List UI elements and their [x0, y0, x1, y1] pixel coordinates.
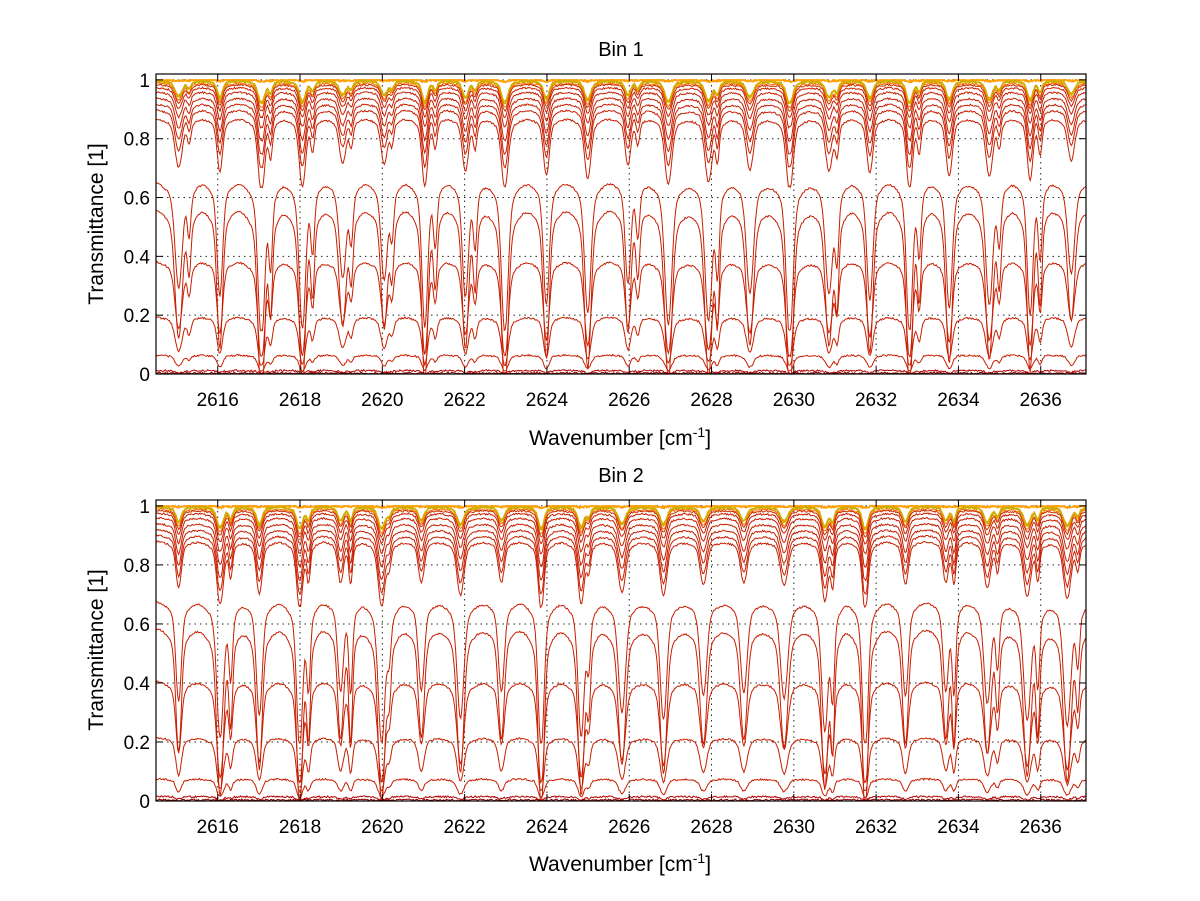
y-tick-label: 0 — [139, 792, 150, 813]
series-line — [155, 505, 1087, 531]
x-tick-label: 2628 — [690, 817, 732, 838]
y-tick-label: 0.2 — [124, 306, 150, 327]
x-tick-label: 2628 — [690, 390, 732, 411]
series-line — [155, 83, 1087, 113]
x-tick-label: 2636 — [1020, 390, 1062, 411]
y-axis-label: Transmittance [1] — [85, 569, 108, 730]
y-tick-label: 1 — [139, 71, 150, 92]
axes-frame — [155, 499, 1087, 802]
series-line — [155, 86, 1087, 119]
series-line — [155, 540, 1087, 609]
series-line — [155, 118, 1087, 189]
x-tick-label: 2622 — [443, 390, 485, 411]
series-line — [155, 182, 1087, 332]
y-tick-label: 0.8 — [124, 130, 150, 151]
x-ticks: 2616 2618 2620 2622 2624 2626 2628 2630 2632 2634… — [197, 74, 1062, 411]
series-line — [155, 260, 1087, 358]
x-tick-label: 2616 — [197, 817, 239, 838]
x-tick-label: 2622 — [443, 817, 485, 838]
panel-bin-1: Bin 1 2616 2618 2620 2622 2624 2626 2628 2630 26… — [85, 39, 1087, 450]
series-line — [155, 628, 1087, 802]
y-tick-label: 0.8 — [124, 556, 150, 577]
y-ticks: 0 0.2 0.4 0.6 0.8 1 — [124, 497, 1086, 813]
series-line — [155, 522, 1087, 568]
axes-frame — [155, 73, 1087, 375]
x-tick-label: 2634 — [937, 817, 980, 838]
series-line — [155, 353, 1087, 373]
x-tick-label: 2624 — [526, 390, 569, 411]
x-tick-label: 2618 — [279, 390, 321, 411]
chart-title: Bin 2 — [598, 465, 644, 487]
x-tick-label: 2624 — [526, 817, 569, 838]
x-tick-label: 2616 — [197, 390, 239, 411]
series-line — [155, 528, 1087, 582]
series-group — [155, 504, 1087, 802]
series-group — [155, 78, 1087, 375]
series-line — [155, 680, 1087, 784]
series-line — [155, 316, 1087, 367]
x-tick-label: 2632 — [855, 817, 897, 838]
y-tick-label: 0 — [139, 365, 150, 386]
series-line — [155, 512, 1087, 545]
x-tick-label: 2618 — [279, 817, 321, 838]
series-line — [155, 103, 1087, 156]
series-line — [155, 209, 1087, 375]
x-tick-label: 2626 — [608, 390, 650, 411]
y-tick-label: 0.6 — [124, 615, 150, 636]
series-line — [155, 737, 1087, 792]
x-tick-label: 2626 — [608, 817, 650, 838]
panel-bin-2: Bin 2 2616 2618 2620 2622 2624 2626 2628 2630 26… — [85, 465, 1087, 876]
series-line — [155, 534, 1087, 595]
series-line — [155, 516, 1087, 555]
y-tick-label: 1 — [139, 497, 150, 518]
chart-title: Bin 1 — [598, 39, 644, 61]
y-axis-label: Transmittance [1] — [85, 143, 108, 304]
series-line — [155, 90, 1087, 130]
x-tick-label: 2630 — [773, 390, 815, 411]
series-line — [155, 601, 1087, 744]
x-tick-label: 2620 — [361, 817, 403, 838]
y-tick-label: 0.4 — [124, 247, 151, 268]
x-tick-label: 2634 — [937, 390, 980, 411]
series-line — [155, 97, 1087, 143]
y-tick-label: 0.6 — [124, 189, 150, 210]
series-line — [155, 368, 1087, 375]
x-tick-label: 2636 — [1020, 817, 1062, 838]
x-tick-label: 2632 — [855, 390, 897, 411]
x-axis-label: Wavenumber [cm-1] — [529, 850, 711, 876]
x-tick-label: 2620 — [361, 390, 403, 411]
series-line — [155, 109, 1087, 169]
x-ticks: 2616 2618 2620 2622 2624 2626 2628 2630 2632 2634… — [197, 500, 1062, 838]
x-axis-label: Wavenumber [cm-1] — [529, 424, 711, 450]
x-tick-label: 2630 — [773, 817, 815, 838]
series-line — [155, 509, 1087, 539]
y-tick-label: 0.2 — [124, 733, 150, 754]
series-line — [155, 79, 1087, 106]
series-line — [155, 777, 1087, 799]
y-tick-label: 0.4 — [124, 674, 151, 695]
y-ticks: 0 0.2 0.4 0.6 0.8 1 — [124, 71, 1086, 386]
